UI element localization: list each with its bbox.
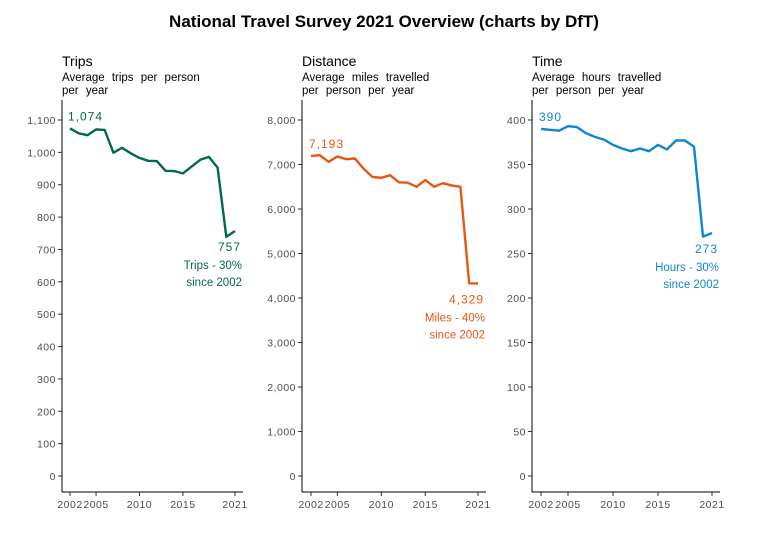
x-tick-label: 2021 [699, 499, 724, 511]
panel-subtitle-trips: Average trips per person per year [62, 72, 200, 97]
y-tick-label: 5,000 [267, 249, 296, 261]
start-value-label: 390 [539, 110, 562, 124]
x-tick-label: 2002 [57, 499, 82, 511]
y-tick-label: 200 [37, 406, 56, 418]
y-tick-label: 2,000 [267, 382, 296, 394]
panel-title-trips: Trips [62, 53, 93, 69]
y-tick-label: 900 [37, 180, 56, 192]
y-tick-label: 250 [507, 249, 526, 261]
x-tick-label: 2015 [413, 499, 438, 511]
y-tick-label: 50 [513, 427, 526, 439]
change-note: Trips - 30% [184, 260, 242, 272]
y-tick-label: 350 [507, 160, 526, 172]
series-line-trips [69, 127, 236, 239]
panel-subtitle-time: Average hours travelled per person per y… [532, 72, 662, 97]
y-tick-label: 6,000 [267, 204, 296, 216]
y-tick-label: 8,000 [267, 115, 296, 127]
y-tick-label: 800 [37, 212, 56, 224]
y-tick-label: 600 [37, 277, 56, 289]
end-value-label: 4,329 [449, 292, 484, 306]
change-note: since 2002 [663, 279, 719, 291]
y-tick-label: 100 [507, 382, 526, 394]
y-tick-label: 1,100 [27, 115, 56, 127]
y-tick-label: 500 [37, 309, 56, 321]
y-tick-label: 0 [50, 471, 56, 483]
y-tick-label: 300 [507, 204, 526, 216]
series-line-distance [310, 153, 479, 285]
y-tick-label: 300 [37, 374, 56, 386]
y-tick-label: 4,000 [267, 293, 296, 305]
y-tick-label: 400 [507, 115, 526, 127]
x-tick-label: 2015 [170, 499, 195, 511]
x-tick-label: 2010 [600, 499, 625, 511]
y-tick-label: 700 [37, 244, 56, 256]
y-tick-label: 0 [290, 471, 296, 483]
x-tick-label: 2005 [325, 499, 350, 511]
y-tick-label: 100 [37, 439, 56, 451]
x-tick-label: 2021 [465, 499, 490, 511]
end-value-label: 757 [218, 240, 241, 254]
x-tick-label: 2015 [645, 499, 670, 511]
panel-title-distance: Distance [302, 53, 357, 69]
x-tick-label: 2002 [298, 499, 323, 511]
end-value-label: 273 [695, 242, 718, 256]
x-tick-label: 2005 [83, 499, 108, 511]
x-tick-label: 2005 [555, 499, 580, 511]
change-note: Miles - 40% [425, 312, 485, 324]
panel-title-time: Time [532, 53, 563, 69]
panel-subtitle-distance: Average miles travelled per person per y… [302, 72, 430, 97]
start-value-label: 1,074 [68, 109, 103, 123]
y-tick-label: 7,000 [267, 160, 296, 172]
y-tick-label: 400 [37, 342, 56, 354]
y-tick-label: 1,000 [27, 147, 56, 159]
change-note: since 2002 [429, 329, 485, 341]
change-note: since 2002 [186, 277, 242, 289]
y-tick-label: 150 [507, 338, 526, 350]
x-tick-label: 2010 [369, 499, 394, 511]
y-tick-label: 3,000 [267, 338, 296, 350]
figure-title: National Travel Survey 2021 Overview (ch… [169, 12, 599, 31]
y-tick-label: 200 [507, 293, 526, 305]
start-value-label: 7,193 [309, 137, 344, 151]
x-tick-label: 2010 [127, 499, 152, 511]
x-tick-label: 2021 [222, 499, 247, 511]
series-line-time [540, 124, 713, 238]
x-tick-label: 2002 [528, 499, 553, 511]
y-tick-label: 1,000 [267, 427, 296, 439]
y-tick-label: 0 [520, 471, 526, 483]
change-note: Hours - 30% [655, 262, 719, 274]
